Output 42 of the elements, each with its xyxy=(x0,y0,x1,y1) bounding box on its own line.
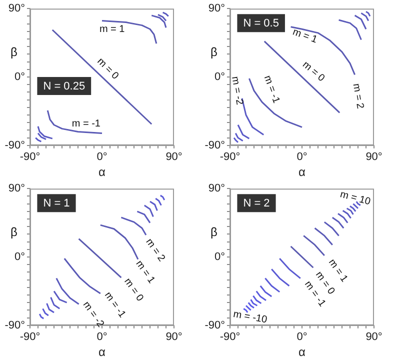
y-tick-label: 90° xyxy=(8,2,25,15)
annotation: m = -1 xyxy=(261,74,282,106)
y-tick-label: 0° xyxy=(14,71,25,84)
x-tick-label: 90° xyxy=(366,331,382,344)
annotation: m = 10 xyxy=(338,189,372,208)
y-tick-label: 90° xyxy=(208,2,225,15)
y-axis-title: β xyxy=(10,225,18,240)
annotation: m = 1 xyxy=(291,26,319,46)
x-tick-label: 0° xyxy=(96,151,108,164)
y-tick-label: 0° xyxy=(14,251,25,264)
annotation: m = 0 xyxy=(300,59,327,84)
text: N = 2 xyxy=(243,198,270,210)
y-tick-label: 0° xyxy=(214,251,225,264)
y-axis-title: β xyxy=(210,45,218,60)
annotation: m = 1 xyxy=(99,24,126,35)
y-tick-label: -90° xyxy=(4,319,25,332)
y-tick-label: -90° xyxy=(4,139,25,152)
x-tick-label: 0° xyxy=(296,151,308,164)
text: N = 0.25 xyxy=(43,80,86,93)
y-tick-label: -90° xyxy=(204,319,225,332)
annotation: m = -1 xyxy=(72,118,101,130)
y-tick-label: 90° xyxy=(8,182,25,195)
annotation: m = -2 xyxy=(229,76,245,106)
x-tick-label: 0° xyxy=(296,331,308,344)
x-tick-label: 90° xyxy=(166,331,182,344)
x-axis-title: α xyxy=(298,165,306,180)
annotation: m = 0 xyxy=(94,56,121,82)
y-axis-title: β xyxy=(10,45,18,60)
annotation: m = 2 xyxy=(350,82,366,110)
y-tick-label: -90° xyxy=(204,139,225,152)
y-tick-label: 90° xyxy=(208,182,225,195)
x-axis-title: α xyxy=(298,345,306,360)
x-tick-label: 0° xyxy=(96,331,108,344)
x-tick-label: 90° xyxy=(366,151,382,164)
text: N = 1 xyxy=(43,198,70,210)
y-axis-title: β xyxy=(210,225,218,240)
x-axis-title: α xyxy=(98,165,106,180)
y-tick-label: 0° xyxy=(214,71,225,84)
x-axis-title: α xyxy=(98,345,106,360)
annotation: m = -10 xyxy=(232,309,268,326)
x-tick-label: 90° xyxy=(166,151,182,164)
text: N = 0.5 xyxy=(243,18,279,30)
